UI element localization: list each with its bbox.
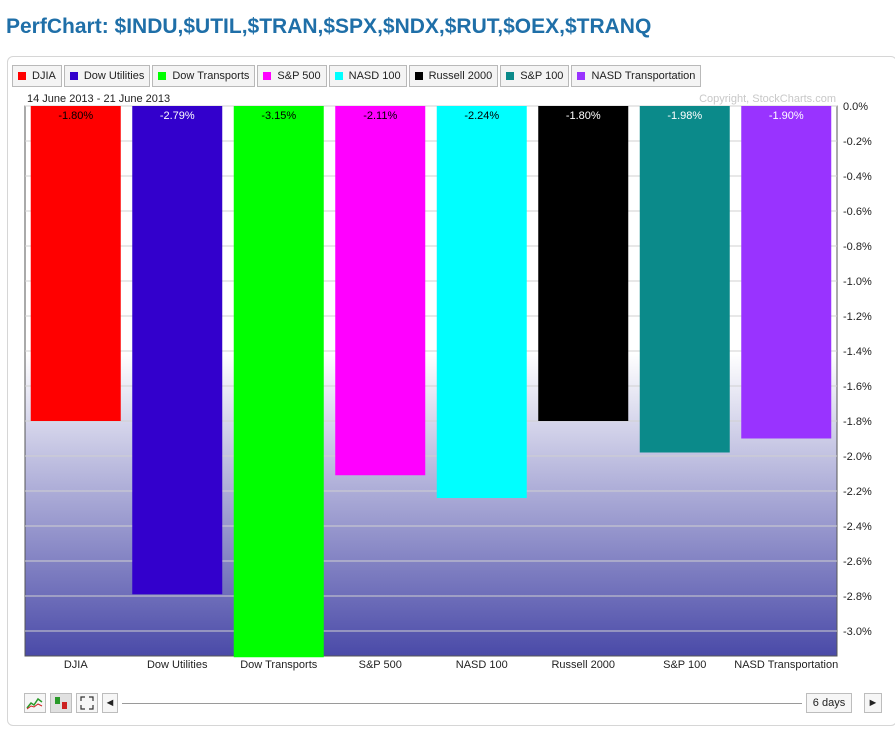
line-chart-icon[interactable] — [24, 693, 46, 713]
period-button[interactable]: 6 days — [806, 693, 852, 713]
bar-value-label: -2.11% — [363, 110, 397, 122]
y-tick-label: -2.2% — [843, 486, 872, 498]
y-tick-label: -3.0% — [843, 626, 872, 638]
x-tick-label: Dow Utilities — [147, 659, 208, 671]
legend-swatch — [158, 72, 167, 80]
legend-item[interactable]: S&P 500 — [257, 65, 327, 87]
legend: DJIA Dow Utilities Dow Transports S&P 500 NA… — [12, 65, 702, 87]
y-tick-label: -2.8% — [843, 591, 872, 603]
bar — [30, 106, 121, 421]
x-tick-label: S&P 500 — [359, 659, 402, 671]
y-tick-label: -2.6% — [843, 556, 872, 568]
legend-swatch — [334, 72, 343, 80]
time-slider-track[interactable] — [122, 703, 802, 704]
legend-label: DJIA — [32, 70, 56, 82]
bar-value-label: -1.80% — [566, 110, 601, 122]
bar-value-label: -2.79% — [160, 110, 195, 122]
legend-label: S&P 100 — [520, 70, 564, 82]
legend-item[interactable]: NASD Transportation — [571, 65, 702, 87]
legend-label: NASD Transportation — [591, 70, 696, 82]
bar-value-label: -1.98% — [667, 110, 702, 122]
y-tick-label: -0.4% — [843, 171, 872, 183]
y-tick-label: -1.2% — [843, 311, 872, 323]
bar — [233, 106, 324, 658]
bar — [436, 106, 527, 498]
legend-item[interactable]: Dow Transports — [152, 65, 256, 87]
y-tick-label: -1.6% — [843, 381, 872, 393]
bar-value-label: -1.80% — [58, 110, 93, 122]
x-tick-label: S&P 100 — [663, 659, 706, 671]
x-tick-label: Dow Transports — [240, 659, 318, 671]
y-tick-label: -1.4% — [843, 346, 872, 358]
bar — [538, 106, 629, 421]
legend-item[interactable]: DJIA — [12, 65, 62, 87]
bar-value-label: -1.90% — [769, 110, 804, 122]
legend-swatch — [506, 72, 515, 80]
legend-item[interactable]: NASD 100 — [328, 65, 407, 87]
x-tick-label: NASD Transportation — [734, 659, 838, 671]
bar — [639, 106, 730, 453]
scroll-right-button[interactable]: ► — [864, 693, 882, 713]
legend-label: S&P 500 — [277, 70, 321, 82]
legend-swatch — [263, 72, 272, 80]
y-tick-label: -2.4% — [843, 521, 872, 533]
legend-swatch — [414, 72, 423, 80]
legend-item[interactable]: Dow Utilities — [63, 65, 151, 87]
y-tick-label: -0.8% — [843, 241, 872, 253]
legend-swatch — [18, 72, 26, 80]
bar-value-label: -3.15% — [261, 110, 296, 122]
bar-chart-icon[interactable] — [50, 693, 72, 713]
copyright: Copyright, StockCharts.com — [699, 93, 836, 105]
y-tick-label: -1.8% — [843, 416, 872, 428]
fullscreen-icon[interactable] — [76, 693, 98, 713]
y-tick-label: -1.0% — [843, 276, 872, 288]
y-tick-label: -2.0% — [843, 451, 872, 463]
legend-swatch — [577, 72, 586, 80]
x-tick-label: DJIA — [64, 659, 89, 671]
chart-controls: ◄ 6 days ► — [24, 693, 886, 715]
legend-item[interactable]: Russell 2000 — [408, 65, 499, 87]
legend-swatch — [69, 72, 78, 80]
bar — [335, 106, 426, 476]
legend-label: Dow Transports — [172, 70, 250, 82]
scroll-left-button[interactable]: ◄ — [102, 693, 118, 713]
x-tick-label: Russell 2000 — [551, 659, 615, 671]
legend-label: NASD 100 — [348, 70, 401, 82]
y-tick-label: -0.2% — [843, 136, 872, 148]
bar — [741, 106, 832, 439]
legend-label: Dow Utilities — [83, 70, 145, 82]
date-range: 14 June 2013 - 21 June 2013 — [27, 93, 170, 105]
bar — [132, 106, 223, 595]
legend-item[interactable]: S&P 100 — [500, 65, 570, 87]
bar-value-label: -2.24% — [464, 110, 499, 122]
x-tick-label: NASD 100 — [456, 659, 508, 671]
legend-label: Russell 2000 — [428, 70, 493, 82]
page-title: PerfChart: $INDU,$UTIL,$TRAN,$SPX,$NDX,$… — [6, 15, 652, 38]
y-tick-label: 0.0% — [843, 101, 868, 113]
y-tick-label: -0.6% — [843, 206, 872, 218]
